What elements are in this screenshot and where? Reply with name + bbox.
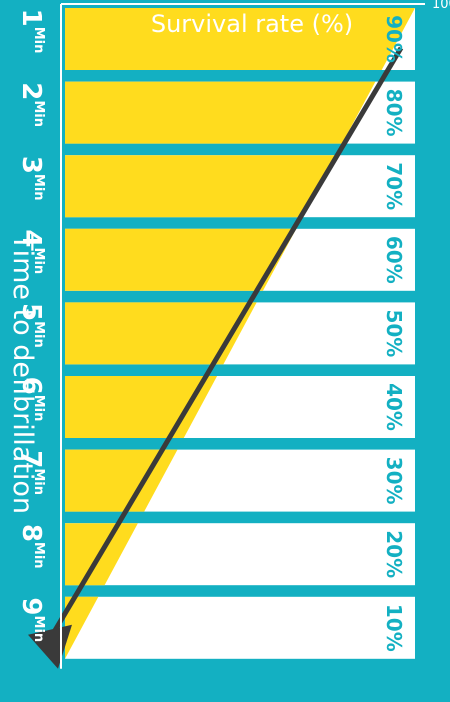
value-label-5: 50% bbox=[382, 309, 406, 357]
x-tick-3: 3Min bbox=[16, 156, 46, 201]
x-tick-6: 6Min bbox=[16, 377, 46, 422]
bar-8 bbox=[65, 523, 415, 586]
y-axis-max-tick: 100% bbox=[432, 0, 450, 12]
value-label-6: 40% bbox=[382, 383, 406, 431]
x-tick-5: 5Min bbox=[16, 303, 46, 348]
value-label-4: 60% bbox=[382, 236, 406, 284]
value-label-2: 80% bbox=[382, 89, 406, 137]
y-axis-title: Survival rate (%) bbox=[151, 10, 353, 38]
x-tick-labels: 1Min 2Min 3Min 4Min 5Min 6Min 7Min 8Min 9Min bbox=[16, 9, 46, 643]
x-tick-9: 9Min bbox=[16, 597, 46, 642]
value-label-3: 70% bbox=[382, 162, 406, 210]
bar-9 bbox=[65, 596, 415, 659]
x-tick-2: 2Min bbox=[16, 82, 46, 127]
trend-arrow-line bbox=[47, 46, 404, 641]
x-axis-title: Time to defibrillation bbox=[7, 233, 38, 514]
x-tick-8: 8Min bbox=[16, 524, 46, 569]
value-label-8: 20% bbox=[382, 530, 406, 578]
value-label-9: 10% bbox=[382, 604, 406, 652]
value-label-7: 30% bbox=[382, 457, 406, 505]
x-tick-7: 7Min bbox=[16, 450, 46, 495]
value-labels: 90% 80% 70% 60% 50% 40% 30% 20% 10% bbox=[382, 15, 406, 652]
x-tick-1: 1Min bbox=[16, 9, 46, 54]
value-label-1: 90% bbox=[382, 15, 406, 63]
axis-layer bbox=[60, 3, 425, 669]
x-tick-4: 4Min bbox=[16, 229, 46, 274]
